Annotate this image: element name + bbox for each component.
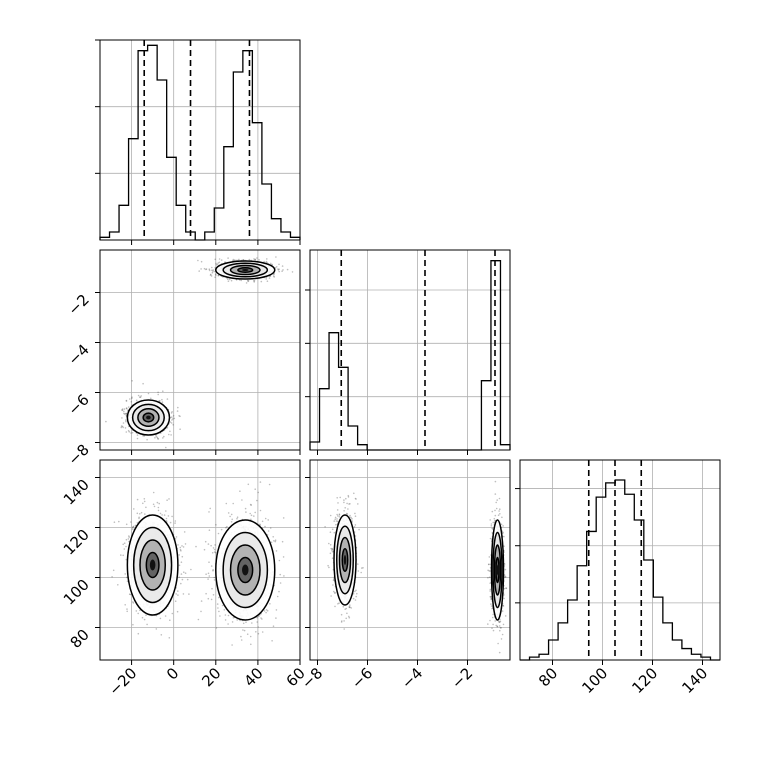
density-panel-0-2 — [95, 459, 301, 665]
x-tick-label: 80 — [535, 664, 561, 690]
density-peak — [242, 269, 249, 271]
x-tick-label: 140 — [678, 664, 711, 697]
histogram-panel-0 — [95, 39, 301, 245]
x-tick-label: 100 — [578, 664, 611, 697]
y-tick-label: −2 — [64, 291, 92, 319]
y-tick-label: 120 — [60, 526, 93, 559]
histogram-bars — [520, 479, 720, 661]
y-tick-label: −4 — [64, 341, 92, 369]
y-tick-label: 80 — [67, 626, 93, 652]
density-panel-1-2 — [305, 459, 511, 665]
x-tick-label: −20 — [105, 664, 140, 699]
density-peak — [146, 415, 151, 420]
y-tick-label: −6 — [64, 391, 92, 419]
panel-frame — [309, 249, 511, 451]
y-tick-label: 140 — [60, 476, 93, 509]
density-peak — [242, 564, 249, 576]
density-peak — [149, 559, 156, 571]
x-tick-label: 20 — [198, 664, 224, 690]
panel-frame — [99, 459, 301, 661]
histogram-panel-1 — [305, 249, 511, 455]
x-tick-label: −4 — [398, 664, 426, 692]
x-tick-label: −6 — [348, 664, 376, 692]
y-tick-label: 100 — [60, 576, 93, 609]
x-tick-label: 120 — [628, 664, 661, 697]
x-tick-label: −2 — [448, 664, 476, 692]
histogram-bars — [99, 44, 301, 241]
histogram-bars — [309, 260, 511, 451]
x-tick-label: 40 — [240, 664, 266, 690]
histogram-panel-2 — [515, 459, 721, 665]
panel-frame — [99, 39, 301, 241]
density-peak — [343, 555, 347, 565]
density-panel-0-1 — [95, 249, 301, 455]
x-tick-label: 0 — [163, 664, 182, 683]
panel-frame — [309, 459, 511, 661]
panel-frame — [99, 249, 301, 451]
x-tick-label: −8 — [298, 664, 326, 692]
density-peak — [496, 564, 499, 576]
panel-frame — [519, 459, 721, 661]
y-tick-label: −8 — [64, 441, 92, 469]
